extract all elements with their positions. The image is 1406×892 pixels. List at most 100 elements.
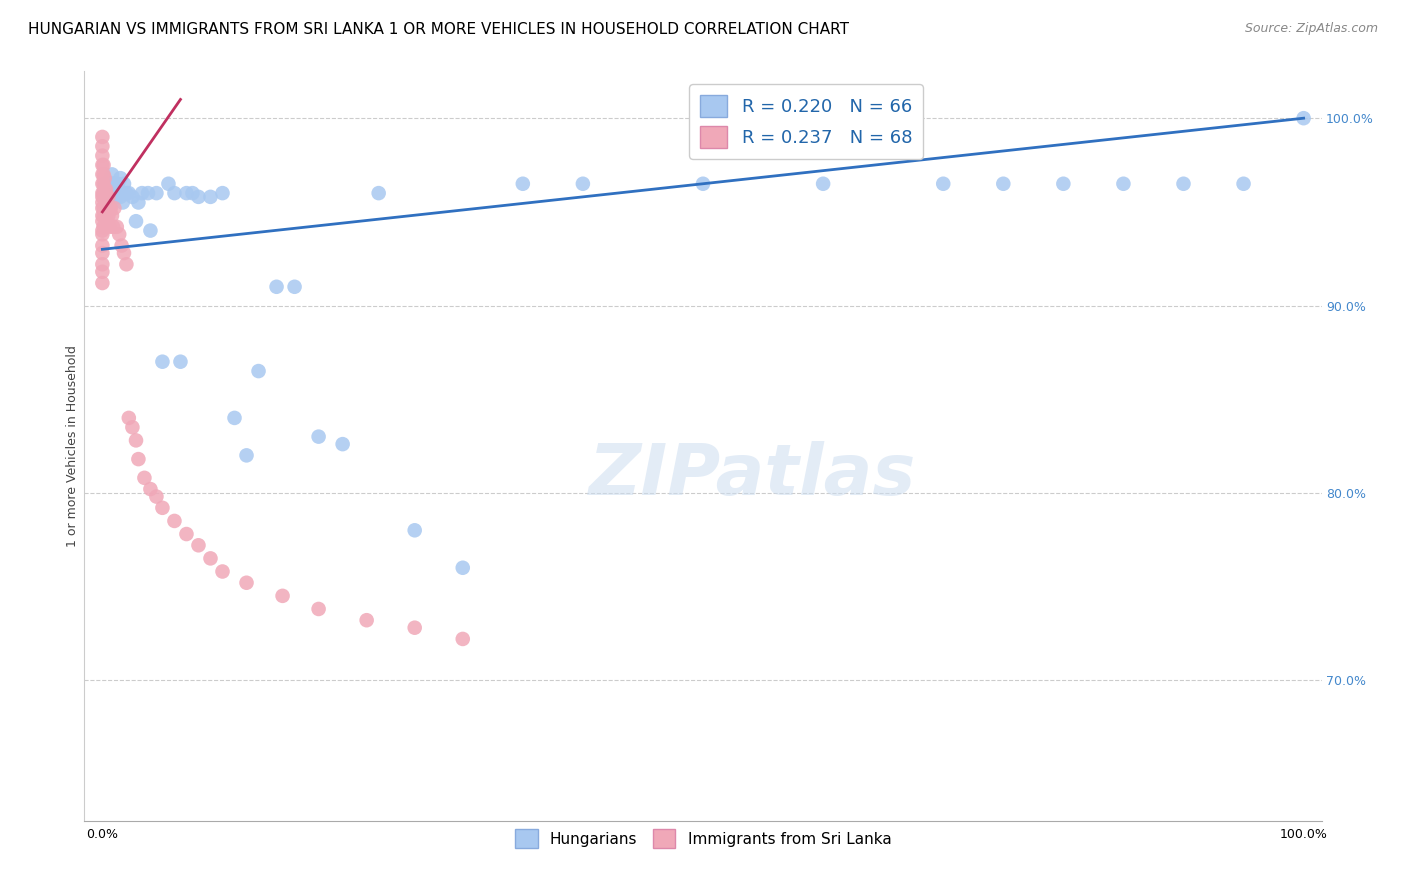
Point <box>127 195 149 210</box>
Point <box>91 265 114 279</box>
Point <box>103 219 125 234</box>
Point <box>181 186 204 201</box>
Text: ZIPatlas: ZIPatlas <box>589 442 917 510</box>
Point <box>356 613 378 627</box>
Point <box>100 201 122 215</box>
Point <box>91 168 114 182</box>
Point <box>93 158 115 172</box>
Point <box>235 449 257 463</box>
Point <box>91 246 114 260</box>
Point <box>101 182 124 196</box>
Point <box>235 575 257 590</box>
Point <box>94 209 117 223</box>
Point <box>91 190 114 204</box>
Point <box>139 482 162 496</box>
Point <box>308 602 330 616</box>
Point <box>110 186 132 201</box>
Point <box>93 186 115 201</box>
Point <box>98 219 121 234</box>
Legend: Hungarians, Immigrants from Sri Lanka: Hungarians, Immigrants from Sri Lanka <box>509 823 897 855</box>
Point <box>200 190 222 204</box>
Point <box>145 490 167 504</box>
Point <box>284 280 307 294</box>
Point <box>110 171 132 186</box>
Point <box>91 276 114 290</box>
Point <box>115 257 138 271</box>
Point <box>105 219 128 234</box>
Point <box>1292 112 1315 126</box>
Point <box>134 471 156 485</box>
Point <box>100 177 122 191</box>
Point <box>103 186 125 201</box>
Point <box>112 177 135 191</box>
Point <box>108 227 131 242</box>
Point <box>121 190 143 204</box>
Point <box>94 190 117 204</box>
Point <box>118 410 141 425</box>
Point <box>127 452 149 467</box>
Point <box>98 201 121 215</box>
Point <box>93 219 115 234</box>
Point <box>157 177 180 191</box>
Point <box>118 186 141 201</box>
Point <box>404 524 426 538</box>
Text: Source: ZipAtlas.com: Source: ZipAtlas.com <box>1244 22 1378 36</box>
Point <box>94 190 117 204</box>
Point <box>136 186 159 201</box>
Point <box>94 182 117 196</box>
Point <box>125 214 148 228</box>
Point <box>98 190 121 204</box>
Point <box>93 209 115 223</box>
Point <box>91 209 114 223</box>
Point <box>91 257 114 271</box>
Point <box>404 621 426 635</box>
Point <box>94 195 117 210</box>
Point <box>169 355 191 369</box>
Point <box>93 177 115 191</box>
Point <box>97 190 120 204</box>
Text: HUNGARIAN VS IMMIGRANTS FROM SRI LANKA 1 OR MORE VEHICLES IN HOUSEHOLD CORRELATI: HUNGARIAN VS IMMIGRANTS FROM SRI LANKA 1… <box>28 22 849 37</box>
Y-axis label: 1 or more Vehicles in Household: 1 or more Vehicles in Household <box>66 345 79 547</box>
Point <box>94 177 117 191</box>
Point <box>94 190 117 204</box>
Point <box>91 201 114 215</box>
Point <box>94 186 117 201</box>
Point <box>266 280 288 294</box>
Point <box>112 246 135 260</box>
Point <box>367 186 389 201</box>
Point <box>93 186 115 201</box>
Point <box>451 632 474 646</box>
Point <box>125 434 148 448</box>
Point <box>1173 177 1195 191</box>
Point <box>152 355 174 369</box>
Point <box>91 186 114 201</box>
Point <box>103 201 125 215</box>
Point <box>187 190 209 204</box>
Point <box>91 224 114 238</box>
Point <box>271 589 294 603</box>
Point <box>139 224 162 238</box>
Point <box>91 238 114 252</box>
Point <box>247 364 270 378</box>
Point <box>107 177 129 191</box>
Point <box>108 186 131 201</box>
Point <box>163 514 186 528</box>
Point <box>97 190 120 204</box>
Point <box>1052 177 1074 191</box>
Point <box>91 158 114 172</box>
Point <box>110 190 132 204</box>
Point <box>121 420 143 434</box>
Point <box>308 430 330 444</box>
Point <box>91 130 114 145</box>
Point <box>91 227 114 242</box>
Point <box>131 186 153 201</box>
Point <box>211 565 233 579</box>
Point <box>811 177 834 191</box>
Point <box>93 201 115 215</box>
Point <box>1232 177 1254 191</box>
Point <box>932 177 955 191</box>
Point <box>187 538 209 552</box>
Point <box>93 168 115 182</box>
Point <box>200 551 222 566</box>
Point <box>993 177 1015 191</box>
